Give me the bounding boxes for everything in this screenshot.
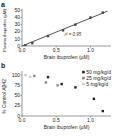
- x-axis-label: Brain ibuprofen (µM): [44, 124, 90, 130]
- y-tick: [21, 31, 23, 32]
- data-point: [33, 75, 35, 77]
- y-tick: [21, 46, 23, 47]
- y-tick: [21, 116, 23, 117]
- x-axis-line: [22, 46, 111, 47]
- y-tick-label: 50: [14, 7, 20, 13]
- y-tick-label: 0: [17, 113, 20, 119]
- x-axis-label: Brain ibuprofen (µM): [44, 54, 90, 60]
- data-point: [45, 81, 47, 83]
- data-point: [74, 86, 76, 88]
- x-tick-label: 0.5: [53, 47, 60, 53]
- y-tick-label: 20: [14, 28, 20, 34]
- data-point: [56, 84, 58, 86]
- data-point: [61, 83, 63, 85]
- legend-swatch: [82, 71, 85, 74]
- y-tick: [21, 95, 23, 96]
- y-tick-label: 0: [17, 43, 20, 49]
- y-axis-line: [22, 9, 23, 46]
- y-tick: [21, 24, 23, 25]
- plot-area: [22, 11, 108, 46]
- y-tick-label: 100: [12, 72, 21, 78]
- legend-label: 5 mg/kg/d: [86, 81, 108, 87]
- x-tick-label: 1.0: [87, 47, 94, 53]
- y-tick: [21, 105, 23, 106]
- legend-swatch: [82, 83, 85, 86]
- x-tick-label: 0.5: [53, 117, 60, 123]
- legend-swatch: [82, 77, 85, 80]
- y-tick: [21, 85, 23, 86]
- x-tick-label: 1.0: [87, 117, 94, 123]
- data-point: [24, 74, 26, 76]
- y-tick: [21, 10, 23, 11]
- legend: 50 mg/kg/d25 mg/kg/d5 mg/kg/d: [82, 69, 111, 87]
- panel: b0.00.51.00255075100Brain ibuprofen (µM)…: [1, 62, 111, 130]
- data-point: [29, 76, 31, 78]
- x-axis-line: [22, 116, 111, 117]
- y-axis-line: [22, 71, 23, 116]
- panel-label: a: [1, 1, 5, 8]
- y-tick-label: 10: [14, 36, 20, 42]
- y-axis-label: % Control Aβ42: [1, 79, 7, 114]
- y-tick: [21, 75, 23, 76]
- panel: a0.00.51.001020304050Brain ibuprofen (µM…: [1, 1, 111, 60]
- y-tick: [21, 38, 23, 39]
- y-tick-label: 30: [14, 21, 20, 27]
- data-point: [93, 98, 95, 100]
- data-point: [102, 110, 104, 112]
- fit-line: [22, 11, 108, 46]
- y-tick-label: 40: [14, 14, 20, 20]
- annotation: r² = 0.95: [64, 32, 81, 37]
- chart-canvas: a0.00.51.001020304050Brain ibuprofen (µM…: [0, 0, 115, 136]
- data-point: [47, 76, 49, 78]
- background: [0, 0, 115, 136]
- y-tick-label: 50: [14, 92, 20, 98]
- y-tick-label: 25: [14, 102, 20, 108]
- y-tick: [21, 17, 23, 18]
- y-tick-label: 75: [14, 82, 20, 88]
- panel-label: b: [1, 62, 5, 69]
- y-axis-label: Plasma ibuprofen (µM): [2, 9, 7, 52]
